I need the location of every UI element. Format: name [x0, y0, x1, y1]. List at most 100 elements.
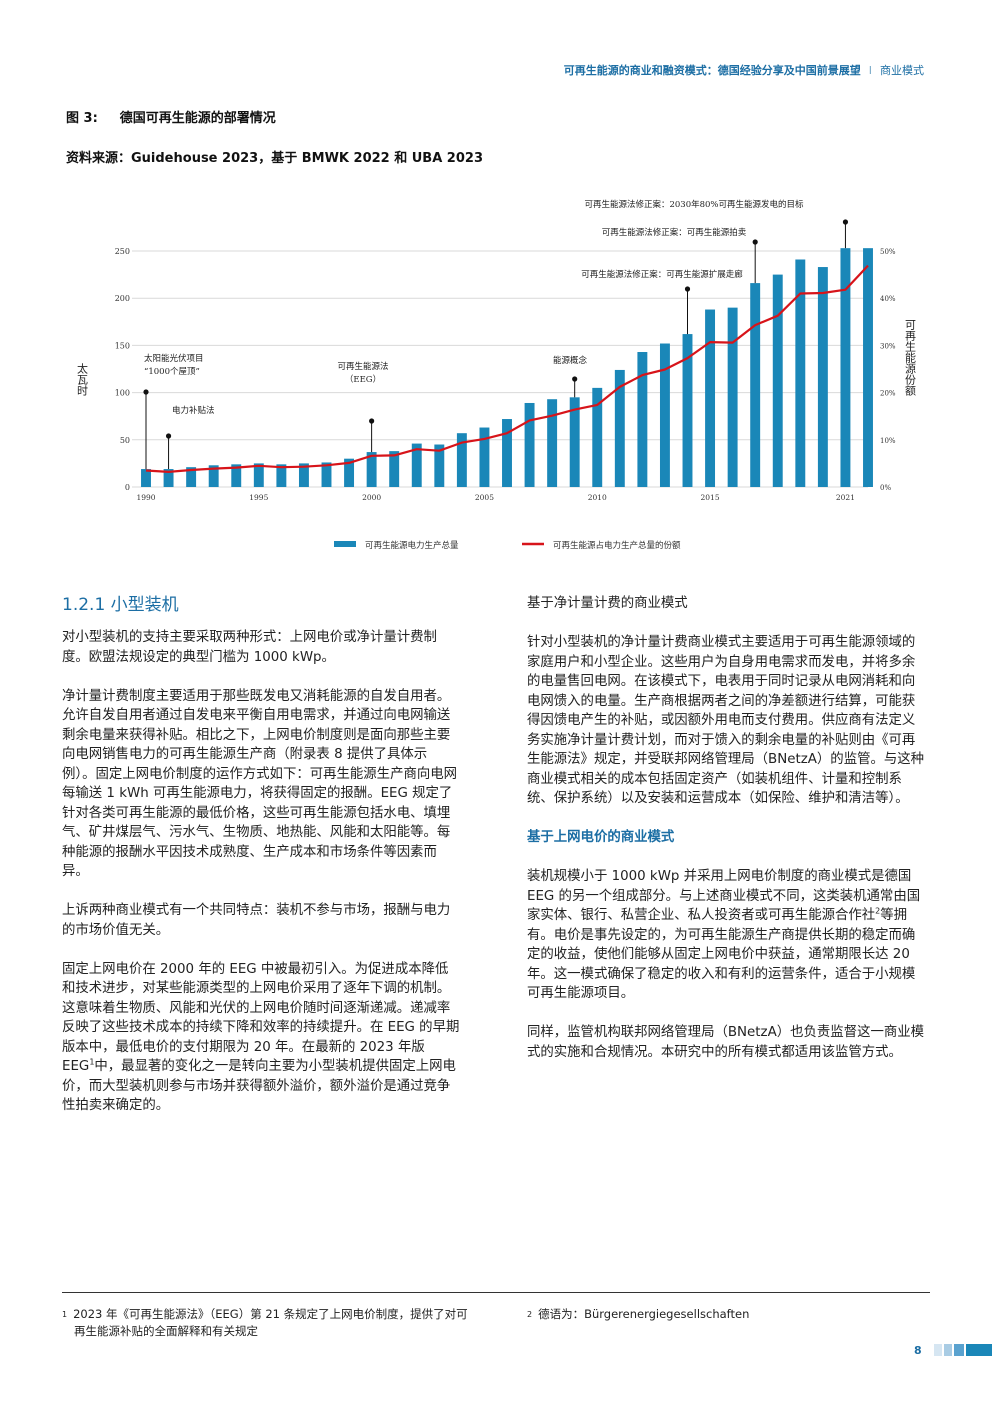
bar-2019 — [795, 259, 806, 487]
chart-line — [145, 264, 869, 473]
bar-1991 — [163, 469, 174, 487]
bar-2001 — [389, 451, 400, 487]
x-tick-label: 2000 — [362, 493, 381, 502]
bar-2006 — [502, 419, 512, 487]
annotation-label-1991: 电力补贴法 — [172, 405, 215, 416]
annotation-label-2009: 能源概念 — [553, 355, 588, 366]
bar-2013 — [659, 343, 670, 487]
annotation-dot-2009 — [572, 376, 578, 382]
bar-2003 — [434, 444, 445, 487]
bar-1998 — [321, 462, 332, 487]
chart-bars — [141, 248, 873, 487]
bar-2016 — [727, 307, 738, 487]
bar-1997 — [298, 463, 309, 487]
right-paragraph-2a: 装机规模小于 1000 kWp 并采用上网电价制度的商业模式是德国 EEG 的另… — [527, 869, 921, 923]
y-axis-title: 太瓦时 — [76, 363, 89, 396]
annotation-label-1990: 太阳能光伏项目 — [144, 353, 204, 364]
bar-1993 — [208, 465, 219, 487]
bar-2009 — [569, 397, 580, 487]
page-decoration-bar — [934, 1344, 992, 1356]
annotation-label-2014: 可再生能源法修正案：可再生能源扩展走廊 — [581, 269, 743, 280]
footnote-divider — [62, 1292, 930, 1293]
right-paragraph-3: 同样，监管机构联邦网络管理局（BNetzA）也负责监督这一商业模式的实施和合规情… — [527, 1025, 925, 1060]
figure-source: 资料来源：Guidehouse 2023，基于 BMWK 2022 和 UBA … — [66, 151, 483, 166]
y-tick-label: 50 — [120, 436, 130, 445]
bar-2021 — [840, 248, 851, 487]
subheading-feed-in-tariff: 基于上网电价的商业模式 — [527, 830, 675, 845]
header-doc-title: 可再生能源的商业和融资模式：德国经验分享及中国前景展望 — [563, 64, 861, 77]
y-tick-label: 200 — [115, 294, 130, 303]
bar-2008 — [547, 399, 558, 487]
bar-1992 — [186, 467, 197, 487]
right-paragraph-2b: 等拥有。电价是事先设定的，为可再生能源生产商提供长期的稳定而确定的收益，使他们能… — [527, 908, 916, 1001]
figure-title-text: 德国可再生能源的部署情况 — [119, 111, 276, 126]
bar-1996 — [276, 464, 287, 487]
renewables-chart: 太阳能光伏项目“1000个屋顶”电力补贴法可再生能源法（EEG）能源概念可再生能… — [76, 199, 917, 551]
y2-tick-label: 40% — [880, 295, 896, 303]
legend-label-bar: 可再生能源电力生产总量 — [365, 540, 459, 551]
bar-2012 — [637, 352, 648, 487]
legend-label-line: 可再生能源占电力生产总量的份额 — [553, 540, 681, 551]
share-line — [145, 264, 869, 473]
left-column: 1.2.1 小型装机 对小型装机的支持主要采取两种形式：上网电价或净计量计费制度… — [62, 594, 460, 1135]
y2-tick-label: 10% — [880, 437, 896, 445]
bar-2014 — [682, 334, 693, 487]
annotation-dot-1991 — [165, 433, 172, 439]
y2-tick-label: 50% — [880, 248, 896, 256]
chart-axes: 0 50 100 150 200 250 0% 10% 20% 30% 40% 50% 1990 1995… — [76, 247, 917, 502]
bar-2002 — [411, 443, 422, 487]
bar-2004 — [456, 433, 467, 487]
bar-2020 — [817, 267, 828, 487]
right-paragraph-2: 装机规模小于 1000 kWp 并采用上网电价制度的商业模式是德国 EEG 的另… — [527, 867, 925, 1004]
header-separator: I — [868, 64, 872, 77]
left-paragraph-3: 上诉两种商业模式有一个共同特点：装机不参与市场，报酬与电力的市场价值无关。 — [62, 903, 451, 938]
bar-2018 — [772, 274, 783, 487]
footnote-2-text: 德语为：Bürgerenergiegesellschaften — [538, 1307, 750, 1321]
footnote-2: 2 德语为：Bürgerenergiegesellschaften — [527, 1306, 927, 1323]
bar-1999 — [344, 458, 355, 487]
x-tick-label: 1990 — [136, 493, 155, 502]
chart-grid — [132, 250, 868, 488]
annotation-label-2000: 可再生能源法 — [337, 361, 388, 372]
footnote-1-marker: 1 — [62, 1310, 68, 1319]
footnote-2-marker: 2 — [527, 1310, 533, 1319]
figure-title: 图 3: 德国可再生能源的部署情况 — [66, 107, 276, 126]
bar-1995 — [253, 463, 264, 487]
x-tick-label: 2005 — [475, 493, 494, 502]
bar-2022 — [863, 248, 873, 487]
footnote-1: 1 2023 年《可再生能源法》（EEG）第 21 条规定了上网电价制度，提供了对… — [62, 1306, 472, 1340]
bar-1990 — [141, 469, 151, 487]
bar-2007 — [524, 402, 535, 487]
figure-number: 图 3: — [66, 111, 98, 126]
y-tick-label: 0 — [125, 483, 130, 492]
section-heading: 1.2.1 小型装机 — [62, 595, 179, 615]
bar-2015 — [705, 309, 716, 487]
bar-2011 — [614, 369, 625, 487]
bar-2010 — [592, 387, 603, 487]
annotation-dot-2014 — [684, 286, 691, 292]
bar-2017 — [750, 283, 761, 487]
y-tick-label: 150 — [115, 341, 130, 350]
footnote-ref-1[interactable]: 1 — [89, 1057, 95, 1067]
annotation-dot-2000 — [369, 418, 375, 424]
left-paragraph-1: 对小型装机的支持主要采取两种形式：上网电价或净计量计费制度。欧盟法规设定的典型门… — [62, 630, 437, 665]
bar-2005 — [479, 427, 490, 487]
y2-axis-title: 可再生能源份额 — [904, 319, 917, 397]
right-column: 基于净计量计费的商业模式 针对小型装机的净计量计费商业模式主要适用于可再生能源领… — [527, 594, 925, 1082]
y2-tick-label: 20% — [880, 390, 896, 398]
bar-1994 — [231, 464, 242, 487]
y-tick-label: 250 — [115, 247, 130, 256]
annotation-dot-2021 — [842, 219, 849, 225]
x-tick-label: 2010 — [588, 493, 607, 502]
y2-tick-label: 0% — [880, 484, 891, 492]
y2-tick-label: 30% — [880, 342, 896, 350]
annotation-label-2021: 可再生能源法修正案：2030年80%可再生能源发电的目标 — [584, 199, 804, 210]
chart-legend: 可再生能源电力生产总量 可再生能源占电力生产总量的份额 — [334, 540, 681, 551]
page-number: 8 — [914, 1344, 922, 1357]
annotation-dot-2017 — [752, 239, 758, 245]
annotation-label-2017: 可再生能源法修正案：可再生能源拍卖 — [602, 227, 747, 238]
annotation-label-1990: “1000个屋顶” — [144, 366, 200, 377]
footnote-ref-2[interactable]: 2 — [875, 906, 881, 916]
right-paragraph-1: 针对小型装机的净计量计费商业模式主要适用于可再生能源领域的家庭用户和小型企业。这… — [527, 635, 925, 806]
chart-annotations: 太阳能光伏项目 “1000个屋顶” 电力补贴法 可再生能源法 （EEG） 能源概念 可再生能… — [143, 199, 849, 470]
